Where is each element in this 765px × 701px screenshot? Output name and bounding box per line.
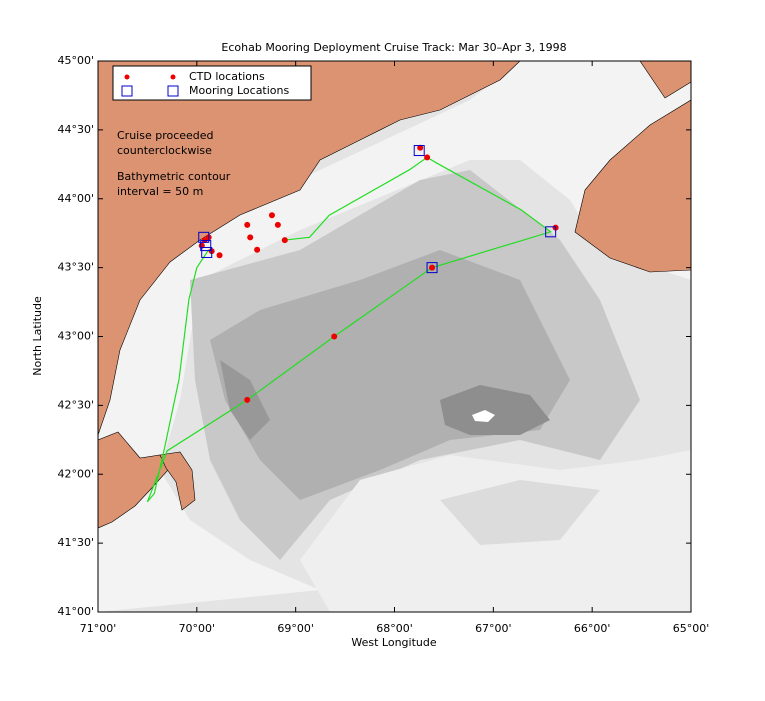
x-axis-label: West Longitude [351,636,436,649]
y-tick-label: 43°00' [57,330,94,343]
x-tick-label: 65°00' [673,622,710,635]
legend [112,65,312,101]
ctd-point [244,221,251,228]
y-tick-label: 45°00' [57,54,94,67]
ctd-point [216,252,223,259]
y-tick-label: 44°00' [57,192,94,205]
legend-label: CTD locations [189,70,265,83]
x-tick-label: 67°00' [475,622,512,635]
legend-marker [167,85,179,97]
x-tick-label: 69°00' [277,622,314,635]
ctd-point [417,144,424,151]
ctd-point [429,264,436,271]
legend-label: Mooring Locations [189,84,290,97]
y-tick-label: 41°00' [57,605,94,618]
ctd-point [254,246,261,253]
y-tick-label: 43°30' [57,261,94,274]
legend-marker [121,85,133,97]
ctd-point [244,396,251,403]
mooring-point [200,240,212,252]
mooring-point [426,262,438,274]
ctd-point [331,333,338,340]
x-tick-label: 66°00' [574,622,611,635]
y-tick-label: 44°30' [57,123,94,136]
ctd-point [274,221,281,228]
annotation: counterclockwise [117,144,212,157]
mooring-point [413,145,425,157]
mooring-point [198,231,210,243]
x-tick-label: 68°00' [376,622,413,635]
y-tick-label: 41°30' [57,536,94,549]
legend-marker [124,74,130,80]
y-axis-label: North Latitude [31,296,44,376]
mooring-point [545,226,557,238]
map-title: Ecohab Mooring Deployment Cruise Track: … [221,41,566,54]
ctd-point [247,234,254,241]
mooring-point [201,246,213,258]
ctd-point [268,212,275,219]
y-tick-label: 42°30' [57,398,94,411]
x-tick-label: 70°00' [179,622,216,635]
y-tick-label: 42°00' [57,467,94,480]
annotation: interval = 50 m [117,185,203,198]
x-tick-label: 71°00' [80,622,117,635]
ctd-point [281,237,288,244]
annotation: Cruise proceeded [117,129,214,142]
bathymetry [98,61,691,612]
annotation: Bathymetric contour [117,170,231,183]
legend-marker [170,74,176,80]
ctd-point [424,154,431,161]
